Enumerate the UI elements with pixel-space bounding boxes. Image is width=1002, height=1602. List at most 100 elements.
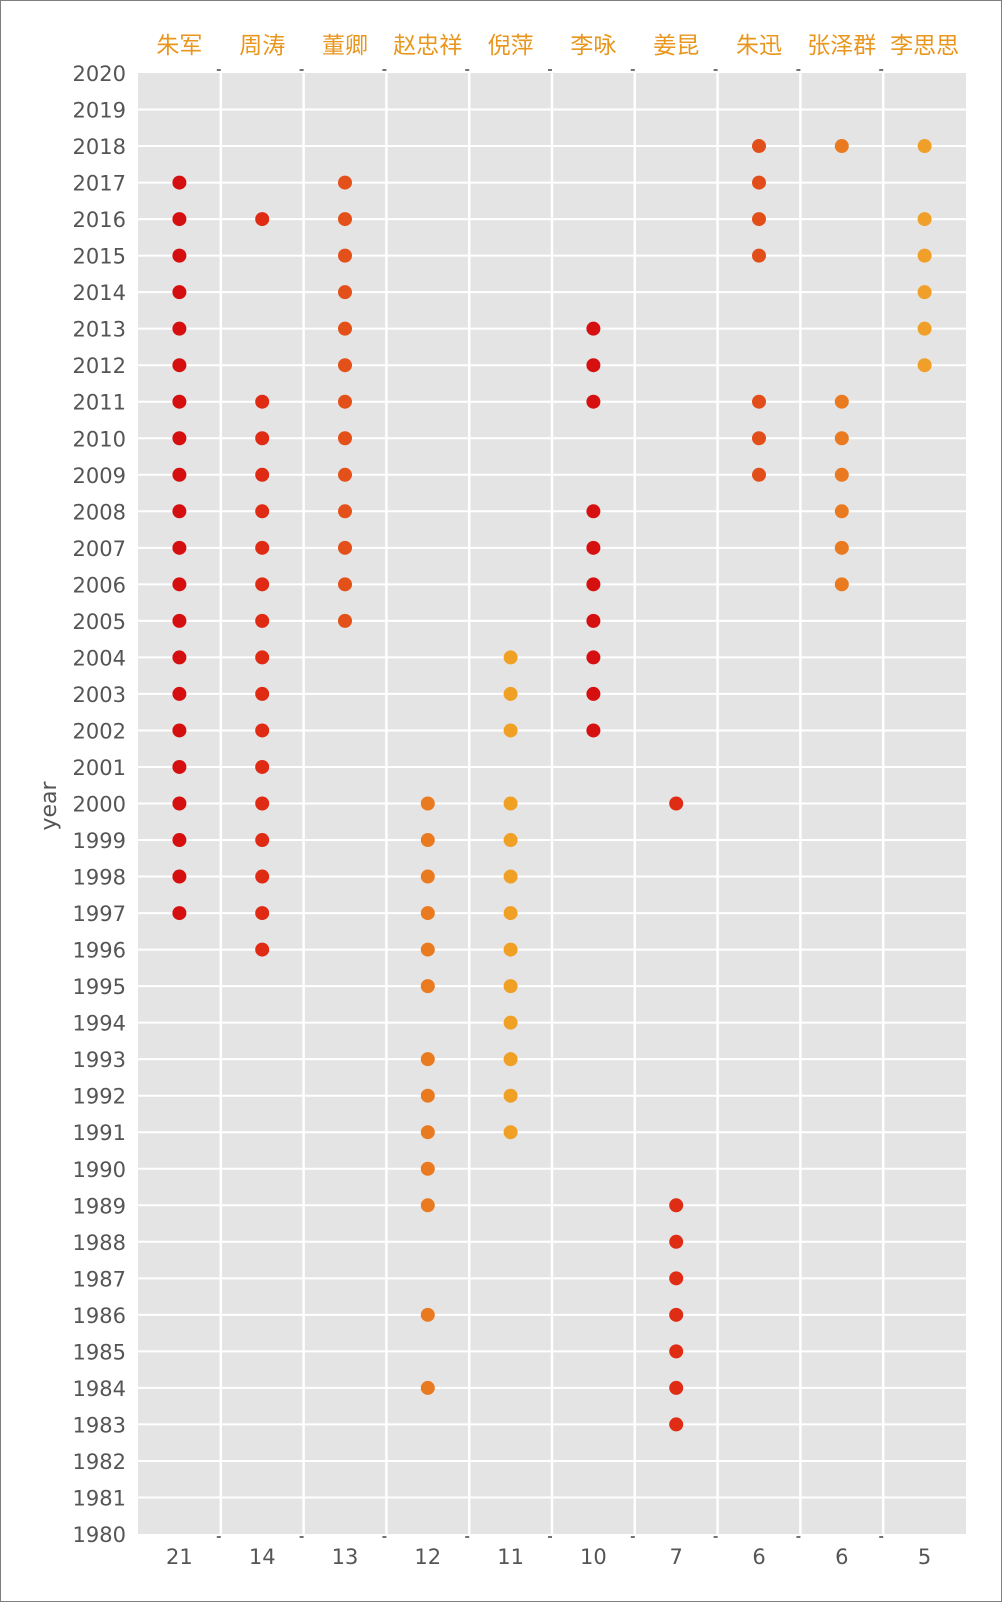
y-tick-label: 2012 xyxy=(73,354,126,378)
data-point xyxy=(172,431,187,446)
data-point xyxy=(255,394,270,409)
y-tick-label: 2016 xyxy=(73,208,126,232)
data-point xyxy=(255,686,270,701)
data-point xyxy=(669,1344,684,1359)
column-count-label: 11 xyxy=(497,1545,524,1569)
data-point xyxy=(669,1307,684,1322)
y-tick-label: 2007 xyxy=(73,537,126,561)
y-axis-ticks: 2020 2019 2018 2017 2016 2015 2014 2013 2012 2011… xyxy=(73,62,126,1547)
data-point xyxy=(172,467,187,482)
data-point xyxy=(255,723,270,738)
column-7: 姜昆 7 xyxy=(653,33,699,1569)
y-tick-label: 1999 xyxy=(73,829,126,853)
column-2: 周涛 14 xyxy=(239,33,285,1569)
data-point xyxy=(172,248,187,263)
column-header: 赵忠祥 xyxy=(393,33,462,59)
column-9: 张泽群 6 xyxy=(807,33,876,1569)
data-point xyxy=(752,248,766,263)
data-point xyxy=(255,906,270,921)
data-point xyxy=(917,212,932,227)
data-point xyxy=(255,613,270,628)
column-header: 董卿 xyxy=(322,33,368,59)
column-count-label: 7 xyxy=(670,1545,683,1569)
data-point xyxy=(338,540,352,555)
data-point xyxy=(503,650,518,665)
data-point xyxy=(586,358,601,373)
column-1: 朱军 21 xyxy=(156,33,202,1569)
data-point xyxy=(503,942,518,957)
data-point xyxy=(338,394,352,409)
data-point xyxy=(338,285,352,300)
y-tick-label: 1988 xyxy=(73,1231,126,1255)
data-point xyxy=(420,1125,435,1140)
data-point xyxy=(669,1234,684,1249)
column-3: 董卿 13 xyxy=(322,33,368,1569)
data-point xyxy=(834,394,849,409)
data-point xyxy=(255,504,270,519)
y-tick-label: 1998 xyxy=(73,866,126,890)
data-point xyxy=(917,358,932,373)
data-point xyxy=(255,540,270,555)
data-point xyxy=(503,833,518,848)
y-tick-label: 2003 xyxy=(73,683,126,707)
data-point xyxy=(420,979,435,994)
gridlines xyxy=(138,69,966,1538)
data-point xyxy=(420,1052,435,1067)
data-point xyxy=(503,686,518,701)
column-header: 周涛 xyxy=(239,33,285,59)
y-tick-label: 2005 xyxy=(73,610,126,634)
data-point xyxy=(669,1271,684,1286)
data-point xyxy=(586,577,601,592)
y-tick-label: 1986 xyxy=(73,1304,126,1328)
data-point xyxy=(420,1161,435,1176)
data-point xyxy=(669,1380,684,1395)
data-point xyxy=(172,504,187,519)
column-header: 朱迅 xyxy=(736,33,782,59)
y-tick-label: 2002 xyxy=(73,719,126,743)
data-point xyxy=(752,467,766,482)
data-point xyxy=(172,650,187,665)
data-point xyxy=(669,796,684,811)
column-8: 朱迅 6 xyxy=(736,33,782,1569)
data-point xyxy=(172,613,187,628)
data-point xyxy=(172,212,187,227)
data-point xyxy=(172,796,187,811)
column-count-label: 5 xyxy=(918,1545,931,1569)
columns: 朱军 21 周涛 14 董卿 13 赵忠祥 12 倪萍 11 李咏 10 姜昆 7 朱迅 6 张泽群 6 李思思 5 xyxy=(156,33,959,1569)
y-tick-label: 1984 xyxy=(73,1377,126,1401)
data-point xyxy=(503,796,518,811)
column-count-label: 10 xyxy=(580,1545,607,1569)
data-point xyxy=(834,139,849,154)
data-point xyxy=(586,650,601,665)
data-point xyxy=(338,248,352,263)
data-point xyxy=(917,321,932,336)
y-tick-label: 2004 xyxy=(73,646,126,670)
data-point xyxy=(420,906,435,921)
data-point xyxy=(420,833,435,848)
data-point xyxy=(338,577,352,592)
data-point xyxy=(172,394,187,409)
data-point xyxy=(503,1052,518,1067)
data-point xyxy=(752,431,766,446)
data-point xyxy=(255,577,270,592)
data-point xyxy=(752,175,766,190)
column-count-label: 6 xyxy=(835,1545,848,1569)
y-tick-label: 2011 xyxy=(73,391,126,415)
column-count-label: 14 xyxy=(249,1545,276,1569)
data-point xyxy=(172,321,187,336)
data-point xyxy=(255,759,270,774)
y-tick-label: 1994 xyxy=(73,1012,126,1036)
y-tick-label: 1993 xyxy=(73,1048,126,1072)
data-point xyxy=(586,723,601,738)
data-point xyxy=(172,540,187,555)
column-header: 倪萍 xyxy=(488,33,534,59)
y-axis-label: year xyxy=(37,781,62,831)
data-point xyxy=(255,431,270,446)
column-count-label: 21 xyxy=(166,1545,193,1569)
data-point xyxy=(172,686,187,701)
data-point xyxy=(586,504,601,519)
y-tick-label: 2013 xyxy=(73,318,126,342)
data-point xyxy=(503,723,518,738)
data-point xyxy=(586,321,601,336)
